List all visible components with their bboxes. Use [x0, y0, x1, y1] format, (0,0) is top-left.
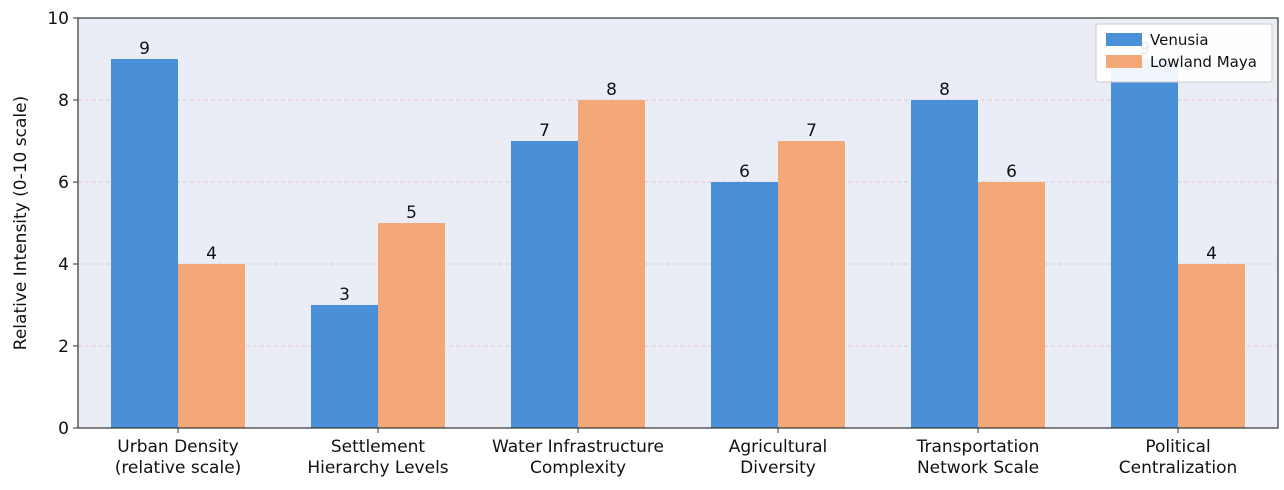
x-tick-label: Transportation Network Scale: [916, 437, 1040, 478]
legend-label: Lowland Maya: [1150, 53, 1257, 71]
data-label: 8: [606, 80, 617, 100]
data-label: 3: [339, 285, 350, 305]
y-tick-label: 0: [58, 419, 69, 439]
category-labels: Urban Density (relative scale) Settlement H…: [115, 428, 1238, 478]
y-tick-label: 2: [58, 337, 69, 357]
y-tick-label: 8: [58, 91, 69, 111]
bar-lowland-maya: [578, 100, 645, 428]
x-tick-label: Urban Density (relative scale): [115, 437, 242, 478]
bar-lowland-maya: [1178, 264, 1245, 428]
bar-venusia: [111, 59, 178, 428]
axes: [77, 17, 1279, 429]
data-label: 6: [739, 162, 750, 182]
x-tick-label: Agricultural Diversity: [729, 437, 828, 478]
legend-label: Venusia: [1150, 31, 1209, 49]
bar-lowland-maya: [178, 264, 245, 428]
y-tick-label: 10: [47, 9, 69, 29]
x-tick-label: Political Centralization: [1119, 437, 1238, 478]
plot-area: [78, 18, 1278, 428]
data-label: 4: [1206, 244, 1217, 264]
axes-frame: [77, 17, 1279, 429]
y-ticks: 0 2 4 6 8 10: [47, 9, 78, 439]
bar-venusia: [711, 182, 778, 428]
bar-lowland-maya: [378, 223, 445, 428]
bar-venusia: [511, 141, 578, 428]
data-label: 5: [406, 203, 417, 223]
y-tick-label: 6: [58, 173, 69, 193]
bars: [111, 59, 1245, 428]
bar-venusia: [911, 100, 978, 428]
bar-lowland-maya: [978, 182, 1045, 428]
x-tick-label: Settlement Hierarchy Levels: [307, 437, 448, 478]
gridlines: [78, 99, 1278, 347]
bar-lowland-maya: [778, 141, 845, 428]
data-label: 4: [206, 244, 217, 264]
data-label: 7: [806, 121, 817, 141]
data-label: 6: [1006, 162, 1017, 182]
legend: Venusia Lowland Maya: [1095, 23, 1273, 83]
y-tick-label: 4: [58, 255, 69, 275]
bar-venusia: [1111, 59, 1178, 428]
x-tick-label: Water Infrastructure Complexity: [492, 437, 664, 478]
bar-venusia: [311, 305, 378, 428]
data-label: 9: [139, 39, 150, 59]
y-axis-title: Relative Intensity (0-10 scale): [11, 96, 31, 350]
legend-swatch: [1106, 55, 1142, 68]
data-label: 7: [539, 121, 550, 141]
data-label: 8: [939, 80, 950, 100]
legend-swatch: [1106, 33, 1142, 46]
